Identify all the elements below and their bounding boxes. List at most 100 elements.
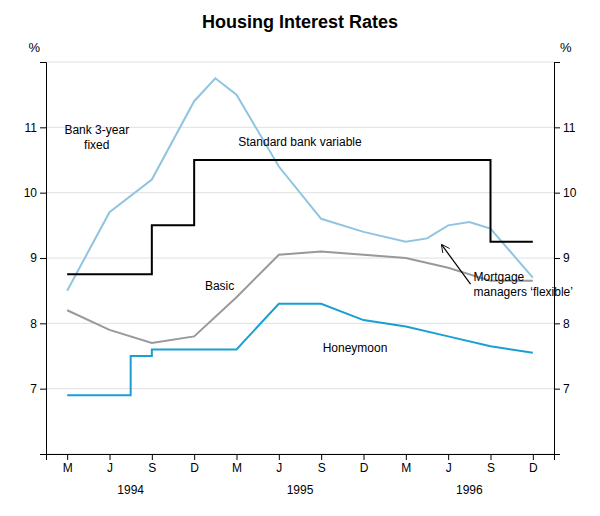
tick-label: M [232, 461, 242, 475]
chart: M J S D M J S D M J S D 1994 1995 1996 7 8 9 10 11 7 8 9 10 11%%… [0, 0, 600, 516]
tick: 9 [554, 251, 570, 265]
tick-mark [321, 454, 322, 460]
tick: D [190, 454, 199, 475]
tick-label: D [360, 461, 369, 475]
title: Housing Interest Rates [202, 12, 398, 32]
tick-label: 7 [563, 382, 570, 396]
x-group-label: 1994 [117, 483, 144, 497]
axis-line [40, 63, 47, 455]
tick: 11 [25, 121, 46, 135]
grid-line [46, 388, 554, 389]
tick: 8 [30, 317, 46, 331]
text-line: fixed [84, 138, 109, 152]
annotation: Mortgagemanagers ‘flexible’ [474, 270, 573, 298]
tick-mark [554, 62, 560, 63]
tick: M [232, 454, 242, 475]
tick-label: 10 [24, 186, 38, 200]
tick: D [529, 454, 538, 475]
tick: M [63, 454, 73, 475]
tick-mark [554, 389, 560, 390]
x-group-label: 1996 [456, 483, 483, 497]
y2-axis-title: % [560, 40, 572, 55]
tick-mark [237, 454, 238, 460]
tick-mark [554, 323, 560, 324]
tick: 8 [554, 317, 570, 331]
tick [554, 62, 560, 63]
tick-label: 9 [563, 251, 570, 265]
tick-label: 11 [563, 121, 576, 135]
tick: 9 [30, 251, 46, 265]
x-axis: MJSDMJSDMJSD [47, 454, 555, 475]
series-line [67, 78, 533, 290]
tick: J [276, 454, 282, 475]
tick: 7 [30, 382, 46, 396]
series-line [67, 251, 533, 342]
grid-line [46, 62, 554, 63]
text-line: Standard bank variable [238, 135, 362, 149]
tick-mark [554, 127, 560, 128]
tick-mark [40, 389, 46, 390]
series-labels: Bank 3-yearfixed Standard bank variable Ba… [64, 123, 387, 355]
text-line: managers ‘flexible’ [474, 285, 573, 299]
tick-label: S [148, 461, 156, 475]
y-axis-title: % [28, 40, 40, 55]
text-line: Bank 3-year [64, 123, 129, 137]
series-group [67, 78, 533, 395]
tick: J [446, 454, 452, 475]
tick-mark [491, 454, 492, 460]
series-label: Honeymoon [323, 341, 388, 355]
tick: S [318, 454, 326, 475]
tick-mark [152, 454, 153, 460]
x-group-label: 1995 [287, 483, 314, 497]
tick-label: D [190, 461, 199, 475]
tick-mark [110, 454, 111, 460]
tick-mark [448, 454, 449, 460]
tick: S [487, 454, 495, 475]
annotations: Mortgagemanagers ‘flexible’ [442, 245, 573, 299]
tick-mark [364, 454, 365, 460]
tick-label: J [446, 461, 452, 475]
tick-label: 11 [25, 121, 38, 135]
tick-label: 10 [563, 186, 577, 200]
text-line: Honeymoon [323, 341, 388, 355]
tick-mark [40, 62, 46, 63]
tick-label: M [401, 461, 411, 475]
annotation-arrow [442, 245, 471, 284]
tick-label: J [276, 461, 282, 475]
tick-label: 8 [30, 317, 37, 331]
x-group-labels: 1994 1995 1996 [117, 483, 483, 497]
tick-mark [279, 454, 280, 460]
tick-label: S [318, 461, 326, 475]
tick: D [360, 454, 369, 475]
text-line: Basic [205, 279, 234, 293]
tick-mark [40, 127, 46, 128]
tick-mark [406, 454, 407, 460]
y-axis: 7 8 9 10 11 [24, 63, 47, 455]
series-label: Basic [205, 279, 234, 293]
tick-mark [67, 454, 68, 460]
tick-mark [40, 454, 46, 455]
y2-axis: 7 8 9 10 11 [554, 63, 577, 455]
series-line [67, 160, 533, 274]
tick-mark [533, 454, 534, 460]
tick: 11 [554, 121, 576, 135]
series-label: Standard bank variable [238, 135, 362, 149]
tick-label: 9 [30, 251, 37, 265]
tick [40, 62, 46, 63]
tick-mark [554, 454, 560, 455]
tick-mark [40, 323, 46, 324]
tick-label: D [529, 461, 538, 475]
plot: M J S D M J S D M J S D 1994 1995 1996 7 8 9 10 11 7 8 9 10 11%%… [24, 40, 577, 497]
series-line [67, 304, 533, 395]
tick-mark [40, 258, 46, 259]
tick: 10 [554, 186, 577, 200]
tick-mark [554, 258, 560, 259]
tick-mark [194, 454, 195, 460]
axis-line [555, 63, 561, 455]
tick: 10 [24, 186, 46, 200]
tick: J [107, 454, 113, 475]
tick: M [401, 454, 411, 475]
tick-label: 8 [563, 317, 570, 331]
tick: S [148, 454, 156, 475]
tick: 7 [554, 382, 570, 396]
